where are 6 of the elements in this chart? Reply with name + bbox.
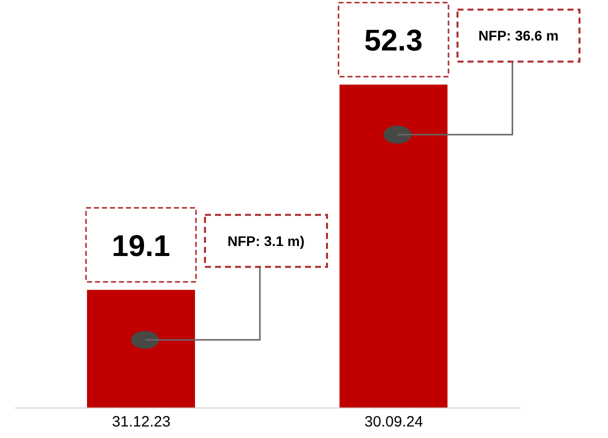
data-label: 19.1: [112, 230, 170, 263]
x-tick-label: 31.12.23: [112, 414, 170, 431]
x-tick-label: 30.09.24: [364, 414, 423, 431]
text: NFP: 36.6 m: [478, 28, 559, 44]
annotation: NFP: 3.1 m): [227, 232, 305, 249]
data-label: 52.3: [364, 24, 423, 58]
